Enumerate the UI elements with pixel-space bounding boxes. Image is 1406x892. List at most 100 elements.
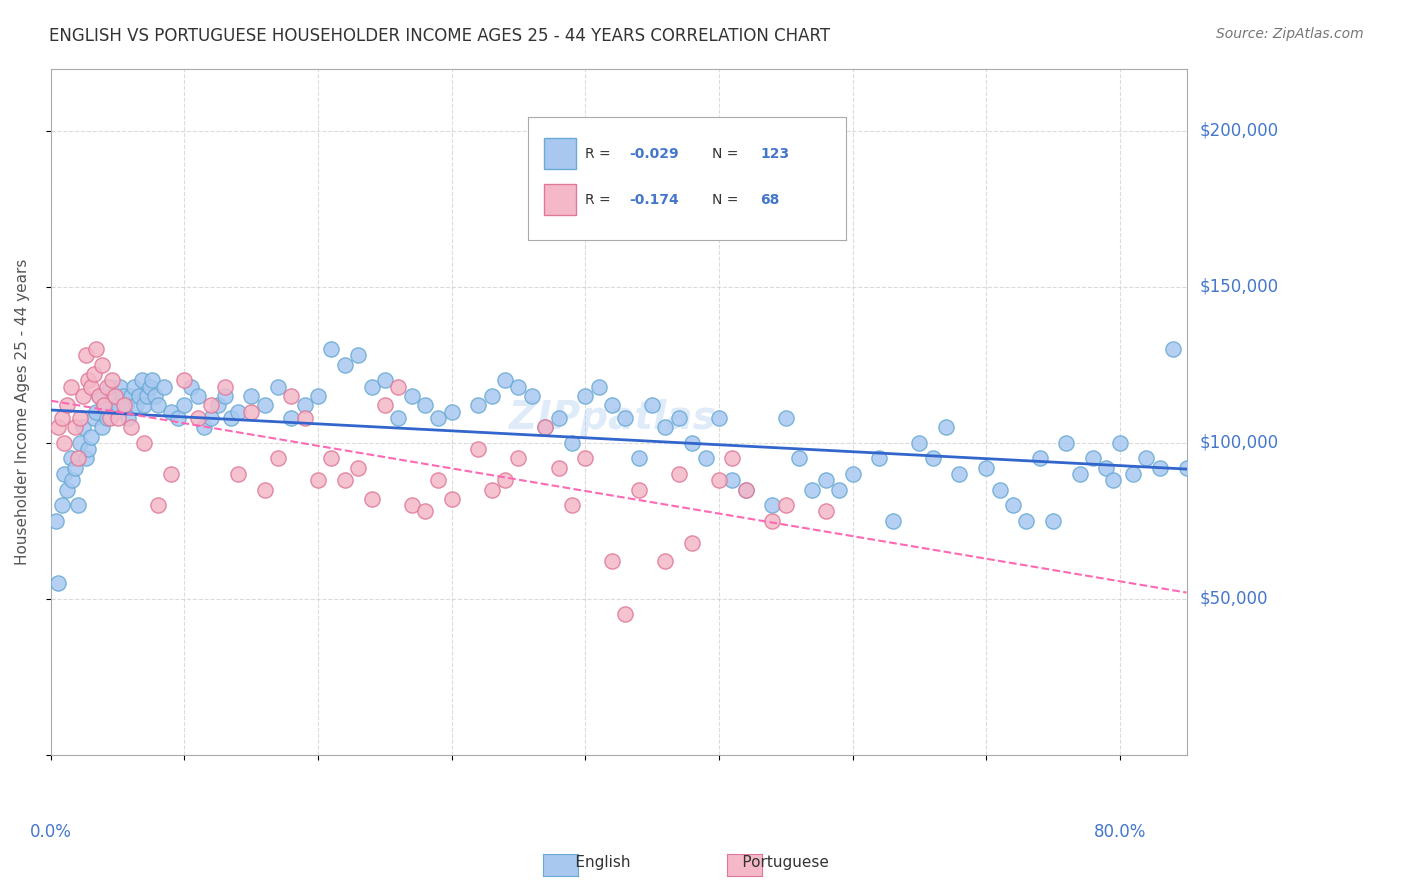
Point [908, 435, 931, 450]
Text: $50,000: $50,000 [1199, 590, 1268, 607]
Point [387, 410, 409, 425]
Point [721, 473, 744, 487]
Point [1188, 483, 1211, 497]
Point [307, 473, 329, 487]
Point [707, 473, 730, 487]
Point [138, 379, 160, 393]
Point [180, 379, 202, 393]
Point [87, 389, 110, 403]
Text: 80.0%: 80.0% [1094, 823, 1146, 841]
Point [627, 483, 650, 497]
Point [787, 451, 810, 466]
Point [707, 410, 730, 425]
Point [801, 483, 824, 497]
Point [1081, 451, 1104, 466]
Point [141, 373, 163, 387]
Point [51, 410, 73, 425]
Point [600, 554, 623, 568]
Point [681, 435, 703, 450]
Point [107, 410, 129, 425]
Point [200, 398, 222, 412]
Point [193, 420, 215, 434]
Point [1054, 435, 1077, 450]
Point [1135, 451, 1157, 466]
Text: 0.0%: 0.0% [30, 823, 72, 841]
Point [1102, 473, 1125, 487]
Point [761, 514, 783, 528]
Point [721, 451, 744, 466]
Point [66, 498, 89, 512]
Point [253, 483, 276, 497]
Point [69, 410, 91, 425]
Point [387, 379, 409, 393]
Point [1042, 514, 1064, 528]
Point [59, 451, 82, 466]
Point [101, 389, 124, 403]
Point [1028, 451, 1050, 466]
Point [80, 379, 103, 393]
Point [80, 429, 103, 443]
Point [104, 389, 127, 403]
Point [935, 420, 957, 434]
Point [828, 483, 851, 497]
Point [374, 373, 396, 387]
Point [321, 342, 343, 356]
Point [280, 410, 302, 425]
Point [413, 398, 436, 412]
Point [66, 451, 89, 466]
Point [111, 389, 134, 403]
Text: English: English [551, 855, 630, 870]
Point [440, 404, 463, 418]
Point [120, 389, 142, 403]
Point [131, 373, 153, 387]
Point [347, 460, 370, 475]
Point [1202, 529, 1225, 543]
Point [69, 435, 91, 450]
Text: $100,000: $100,000 [1199, 434, 1279, 451]
Point [93, 398, 115, 412]
Point [98, 410, 121, 425]
Point [280, 389, 302, 403]
Point [614, 410, 637, 425]
Point [374, 398, 396, 412]
Point [1069, 467, 1091, 481]
Point [775, 498, 797, 512]
Point [814, 504, 837, 518]
Point [101, 373, 124, 387]
Point [160, 404, 183, 418]
Point [187, 410, 209, 425]
Point [240, 389, 263, 403]
Point [467, 442, 489, 456]
Point [207, 398, 229, 412]
Point [814, 473, 837, 487]
Point [75, 451, 97, 466]
Point [347, 348, 370, 362]
Point [1175, 460, 1198, 475]
Point [333, 358, 356, 372]
Point [547, 410, 569, 425]
Point [948, 467, 970, 481]
Point [974, 460, 997, 475]
Point [122, 379, 145, 393]
Point [72, 389, 94, 403]
Point [51, 498, 73, 512]
Point [921, 451, 943, 466]
Point [77, 373, 100, 387]
Point [1149, 460, 1171, 475]
Point [841, 467, 863, 481]
Text: $200,000: $200,000 [1199, 122, 1279, 140]
Point [1095, 460, 1118, 475]
Point [467, 398, 489, 412]
Point [520, 389, 543, 403]
Point [1108, 435, 1130, 450]
Point [90, 358, 112, 372]
Point [668, 467, 690, 481]
Point [294, 398, 316, 412]
Point [107, 398, 129, 412]
Point [1015, 514, 1038, 528]
Point [882, 514, 904, 528]
Point [160, 467, 183, 481]
Point [574, 389, 596, 403]
Point [401, 498, 423, 512]
Point [56, 483, 79, 497]
